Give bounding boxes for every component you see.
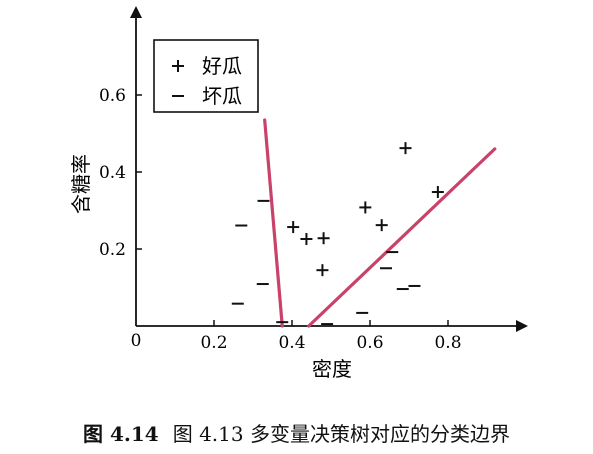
good-melon-point (287, 221, 300, 234)
good-melon-point (317, 232, 330, 245)
y-tick-label: 0.2 (99, 240, 126, 260)
good-melon-point (431, 186, 444, 199)
y-tick-label: 0.6 (99, 86, 126, 106)
decision-boundaries (263, 118, 497, 328)
y-tick-label: 0.4 (99, 163, 126, 183)
x-tick-label: 0.4 (278, 333, 305, 353)
legend-label: 好瓜 (202, 54, 242, 78)
legend-label: 坏瓜 (202, 84, 242, 108)
figure-caption: 图 4.14 图 4.13 多变量决策树对应的分类边界 (0, 418, 593, 447)
legend-box (153, 39, 259, 113)
figure-caption-text: 图 4.13 多变量决策树对应的分类边界 (172, 422, 510, 446)
good-melon-point (359, 201, 372, 214)
axis-ticks: 0.2 0.4 0.6 0.8 0.2 0.4 0.6 (99, 86, 462, 353)
boundary-line (307, 147, 497, 328)
x-axis-label: 密度 (312, 357, 352, 381)
data-points (231, 142, 444, 326)
good-melon-point (316, 264, 329, 277)
y-axis-label: 含糖率 (69, 154, 93, 214)
axes (130, 6, 528, 332)
boundary-line (263, 118, 284, 328)
good-melon-point (375, 219, 388, 232)
origin-label: 0 (131, 331, 142, 351)
x-tick-label: 0.6 (356, 333, 383, 353)
legend-marker-plus (172, 60, 184, 72)
x-tick-label: 0.8 (434, 333, 461, 353)
figure-number: 图 4.14 (83, 422, 159, 446)
good-melon-point (399, 142, 412, 155)
x-tick-label: 0.2 (200, 333, 227, 353)
good-melon-point (300, 232, 313, 245)
